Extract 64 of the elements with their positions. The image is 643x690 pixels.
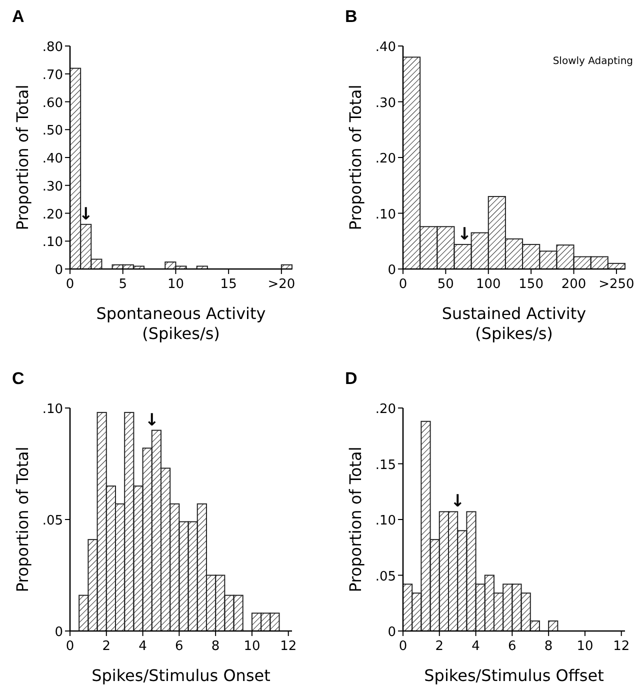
y-axis-title: Proportion of Total [346, 84, 365, 230]
y-tick-label: .20 [375, 152, 396, 166]
y-tick-label: 0 [388, 263, 396, 278]
x-tick-label: 2 [102, 639, 111, 654]
y-axis-title: Proportion of Total [13, 446, 32, 592]
x-tick-label: >20 [268, 277, 296, 292]
y-tick-label: .60 [42, 96, 63, 111]
y-tick-label: .15 [375, 458, 396, 473]
x-tick-label: 4 [472, 639, 480, 654]
x-tick-label: 100 [476, 277, 501, 292]
y-tick-label: .10 [375, 207, 396, 222]
annotation: Slowly Adapting [552, 56, 633, 67]
x-axis-title: Spikes/Stimulus Offset [424, 666, 604, 685]
x-tick-label: 2 [435, 639, 444, 654]
y-tick-label: .70 [42, 68, 63, 83]
x-tick-label: 5 [118, 277, 127, 292]
x-tick-label: 4 [138, 639, 147, 654]
x-axis-title: Sustained Activity (Spikes/s) [442, 304, 586, 343]
annotation: ↓ [78, 204, 93, 224]
y-tick-label: 0 [388, 625, 396, 640]
y-tick-label: .10 [42, 402, 63, 417]
y-tick-label: .10 [42, 235, 63, 250]
y-tick-label: .50 [42, 124, 63, 139]
annotation: ↓ [450, 492, 465, 512]
x-tick-label: 10 [244, 639, 260, 654]
chart-title: B [345, 7, 358, 26]
x-axis-title: Spontaneous Activity (Spikes/s) [96, 304, 266, 343]
y-tick-label: .30 [42, 179, 63, 194]
x-tick-label: 6 [508, 639, 516, 654]
y-tick-label: .20 [42, 207, 63, 222]
x-tick-label: 8 [211, 639, 220, 654]
annotation: ↓ [144, 410, 160, 430]
x-tick-label: 150 [518, 277, 544, 292]
y-tick-label: 0 [54, 625, 63, 640]
x-tick-label: 0 [398, 639, 408, 654]
x-tick-label: 12 [613, 639, 630, 654]
y-tick-label: .05 [42, 514, 63, 528]
y-tick-label: 0 [54, 263, 63, 278]
x-tick-label: 6 [175, 639, 184, 654]
y-axis-title: Proportion of Total [13, 84, 32, 230]
x-tick-label: 0 [66, 639, 74, 654]
x-tick-label: 0 [398, 277, 408, 292]
y-tick-label: .30 [375, 96, 396, 111]
chart-title: A [12, 7, 24, 26]
y-tick-label: .80 [42, 40, 63, 55]
y-tick-label: .10 [375, 514, 396, 528]
x-tick-label: 10 [576, 639, 594, 654]
x-tick-label: 0 [66, 277, 74, 292]
x-tick-label: 200 [561, 277, 586, 292]
y-tick-label: .40 [42, 152, 63, 166]
chart-title: C [12, 369, 24, 388]
x-tick-label: 15 [220, 277, 237, 292]
x-axis-title: Spikes/Stimulus Onset [92, 666, 270, 685]
annotation: ↓ [457, 224, 472, 244]
y-tick-label: .05 [375, 569, 396, 584]
y-tick-label: .20 [375, 402, 396, 417]
chart-title: D [345, 369, 358, 388]
y-tick-label: .40 [375, 40, 396, 55]
x-tick-label: 10 [167, 277, 184, 292]
x-tick-label: >250 [598, 277, 634, 292]
x-tick-label: 12 [280, 639, 297, 654]
x-tick-label: 50 [437, 277, 454, 292]
y-axis-title: Proportion of Total [346, 446, 365, 592]
x-tick-label: 8 [544, 639, 553, 654]
